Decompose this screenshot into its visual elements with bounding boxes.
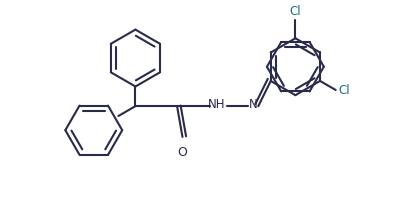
Text: NH: NH xyxy=(208,98,226,111)
Text: N: N xyxy=(249,98,258,111)
Text: Cl: Cl xyxy=(290,5,301,18)
Text: Cl: Cl xyxy=(338,84,350,96)
Text: O: O xyxy=(178,146,188,159)
